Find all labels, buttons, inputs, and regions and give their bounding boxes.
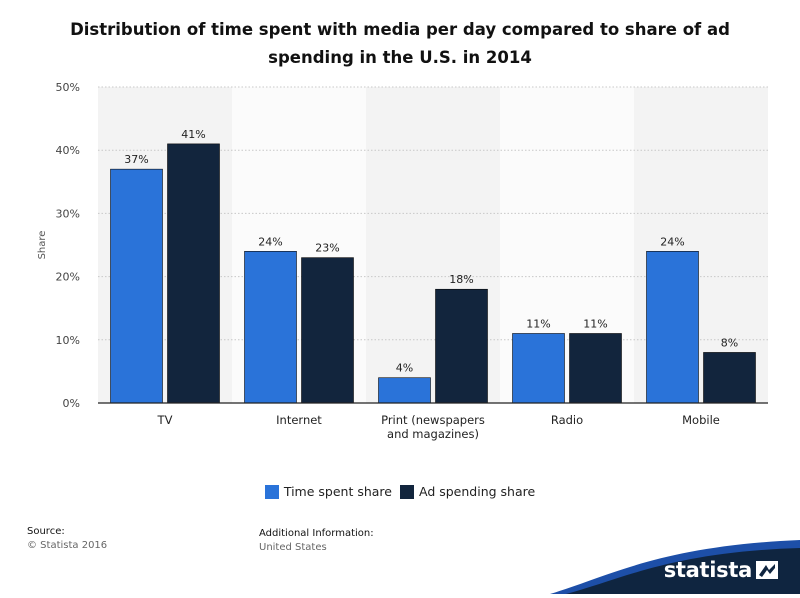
x-tick-label: TV xyxy=(157,413,173,427)
data-label: 11% xyxy=(583,317,607,330)
legend-label-time-spent: Time spent share xyxy=(283,484,392,499)
y-tick-label: 30% xyxy=(56,207,80,220)
bar xyxy=(301,257,354,404)
data-label: 23% xyxy=(315,242,339,255)
additional-info-block: Additional Information: United States xyxy=(259,527,374,555)
additional-info-label: Additional Information: xyxy=(259,528,374,539)
legend: Time spent share Ad spending share xyxy=(0,484,800,499)
x-tick-label: and magazines) xyxy=(387,427,479,441)
bar xyxy=(703,352,756,404)
x-tick-label: Print (newspapers xyxy=(381,413,485,427)
bar-chart: 0% 10% 20% 30% 40% 50% Share 37% 24% 4% 11% 24% 41% 2… xyxy=(37,81,768,441)
bar xyxy=(512,333,565,404)
legend-swatch-ad-spending xyxy=(399,484,414,499)
chart-title: Distribution of time spent with media pe… xyxy=(70,20,730,67)
bar xyxy=(244,251,297,404)
bar xyxy=(646,251,699,404)
x-tick-label: Internet xyxy=(276,413,322,427)
brand-name: statista xyxy=(663,558,753,582)
legend-label-ad-spending: Ad spending share xyxy=(418,484,536,499)
y-axis-label: Share xyxy=(37,231,48,260)
y-tick-label: 40% xyxy=(56,144,80,157)
data-label: 37% xyxy=(124,153,148,166)
y-tick-label: 0% xyxy=(63,397,80,410)
y-tick-label: 10% xyxy=(56,334,80,347)
y-tick-label: 50% xyxy=(56,81,80,94)
statista-logo[interactable]: statista xyxy=(550,536,800,594)
bar xyxy=(110,168,163,404)
data-label: 18% xyxy=(449,273,473,286)
additional-info-value: United States xyxy=(259,542,327,553)
data-label: 4% xyxy=(396,362,413,375)
data-label: 24% xyxy=(258,235,282,248)
source-label: Source: xyxy=(27,526,65,537)
data-label: 11% xyxy=(526,317,550,330)
legend-swatch-time-spent xyxy=(264,484,279,499)
x-tick-label: Radio xyxy=(551,413,583,427)
source-value: © Statista 2016 xyxy=(27,540,108,551)
source-block: Source: © Statista 2016 xyxy=(27,525,107,553)
legend-item-ad-spending[interactable]: Ad spending share xyxy=(399,484,536,499)
data-label: 24% xyxy=(660,235,684,248)
x-tick-label: Mobile xyxy=(682,413,720,427)
y-tick-label: 20% xyxy=(56,271,80,284)
bar xyxy=(378,377,431,404)
brand-swoosh xyxy=(550,540,800,594)
bar xyxy=(569,333,622,404)
data-label: 8% xyxy=(721,336,738,349)
statista-logo-icon xyxy=(756,561,778,579)
bar xyxy=(167,143,220,404)
legend-item-time-spent[interactable]: Time spent share xyxy=(264,484,392,499)
data-label: 41% xyxy=(181,128,205,141)
bar xyxy=(435,288,488,404)
